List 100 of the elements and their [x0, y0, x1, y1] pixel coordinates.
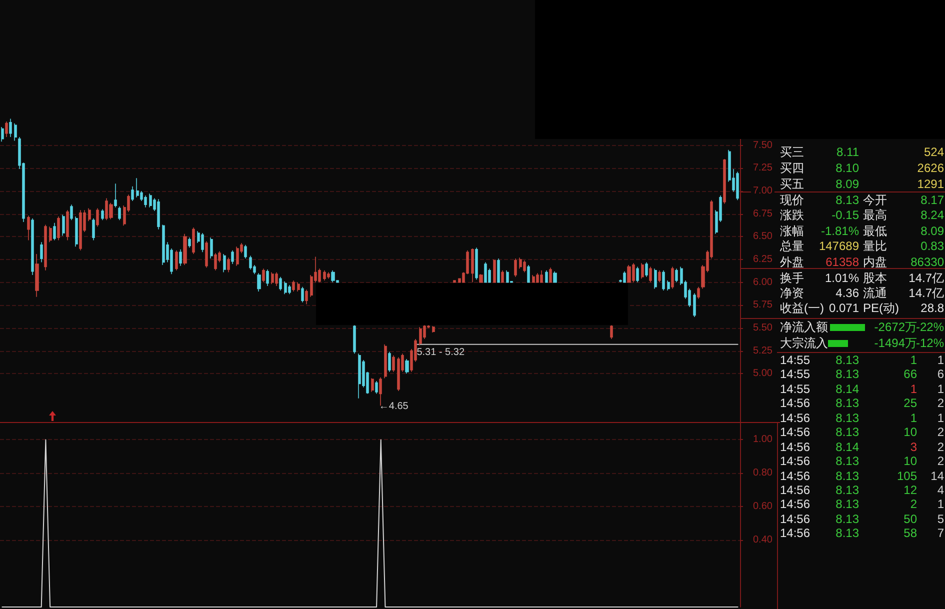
text: 1	[937, 381, 944, 397]
text: 14:56	[780, 439, 810, 455]
candlestick	[323, 270, 326, 281]
candlestick	[675, 268, 678, 283]
candlestick	[210, 237, 213, 259]
y-tick-label: 0.60	[753, 501, 773, 512]
candlestick	[379, 376, 382, 406]
text: 4	[937, 482, 944, 498]
candlestick	[736, 171, 739, 200]
candlestick	[183, 233, 187, 266]
candlestick	[479, 274, 483, 283]
text: -22%	[916, 319, 944, 335]
candlestick	[371, 378, 374, 392]
text: 8.24	[920, 207, 944, 223]
text: 50	[904, 511, 917, 527]
candlestick	[475, 247, 478, 280]
candlestick	[57, 216, 60, 241]
text: 8.17	[920, 192, 944, 208]
text: 2626	[917, 160, 944, 176]
candlestick	[301, 286, 304, 303]
text: 净资	[780, 285, 804, 301]
text: 14	[930, 468, 944, 484]
text: 股本	[863, 270, 887, 286]
candlestick	[671, 266, 674, 290]
text: 1	[910, 381, 917, 397]
candlestick	[358, 353, 361, 399]
text: 14:55	[780, 381, 810, 397]
y-tick-label: 6.75	[753, 208, 773, 220]
text: 28.8	[920, 300, 944, 316]
candlestick	[175, 250, 178, 271]
text: 14:56	[780, 395, 810, 411]
candlestick	[136, 178, 139, 198]
text: 14:56	[780, 453, 810, 469]
candlestick	[214, 252, 217, 271]
candlestick	[257, 272, 261, 292]
text: 6	[937, 366, 944, 382]
text: 1	[910, 352, 917, 368]
candlestick	[392, 354, 395, 372]
text: 1	[937, 496, 944, 512]
candlestick	[118, 206, 121, 221]
candlestick	[53, 222, 56, 241]
candlestick	[667, 280, 670, 291]
candlestick	[266, 269, 269, 286]
candlestick	[179, 249, 182, 266]
text: 105	[896, 468, 917, 484]
candlestick	[40, 242, 43, 263]
candlestick	[292, 280, 295, 292]
text: 14.7亿	[908, 285, 944, 301]
text: 14:56	[780, 468, 810, 484]
candlestick	[9, 118, 12, 138]
text: 2	[937, 453, 944, 469]
candlestick	[484, 262, 487, 283]
text: 现价	[780, 192, 804, 208]
candlestick	[275, 272, 278, 286]
text: 5	[937, 511, 944, 527]
text: 0.83	[920, 238, 944, 254]
text: 2	[937, 439, 944, 455]
candlestick	[192, 227, 195, 254]
y-tick-label: 0.40	[753, 534, 773, 546]
candlestick	[405, 358, 409, 374]
text: -1494万	[874, 335, 917, 351]
y-tick-label: 5.75	[753, 300, 773, 311]
candlestick	[262, 268, 265, 283]
text: 大宗流入	[780, 335, 828, 351]
text: 8.13	[836, 352, 859, 368]
candlestick	[131, 186, 134, 202]
text: 14:56	[780, 511, 810, 527]
candlestick	[244, 244, 247, 259]
candlestick	[279, 276, 282, 291]
annotation: ←4.65	[378, 401, 409, 412]
candlestick	[49, 226, 52, 243]
text: 2	[910, 496, 917, 512]
candlestick	[627, 264, 631, 283]
text: 总量	[780, 238, 804, 254]
text: 14:56	[780, 482, 810, 498]
candlestick	[271, 272, 274, 285]
text: 8.13	[836, 366, 859, 382]
candlestick	[79, 210, 82, 251]
candlestick	[75, 216, 78, 248]
candlestick	[35, 254, 39, 298]
candlestick	[432, 326, 435, 333]
text: 8.13	[836, 496, 859, 512]
candlestick	[527, 264, 530, 283]
candlestick	[101, 208, 104, 221]
y-tick-label: 7.25	[753, 162, 773, 174]
candlestick	[501, 270, 504, 283]
text: 收益(一)	[780, 300, 824, 316]
text: 买四	[780, 160, 804, 176]
y-tick-label: 7.00	[753, 185, 773, 196]
text: 7	[937, 525, 944, 541]
text: 8.13	[836, 482, 859, 498]
candlestick	[284, 280, 287, 295]
candlestick	[14, 122, 17, 142]
candlestick	[384, 344, 387, 379]
candlestick	[623, 270, 626, 283]
text: 8.14	[836, 439, 859, 455]
text: 流通	[863, 285, 887, 301]
candlestick	[549, 267, 552, 283]
text: 净流入额	[780, 319, 828, 335]
y-tick-label: 7.50	[753, 140, 773, 151]
